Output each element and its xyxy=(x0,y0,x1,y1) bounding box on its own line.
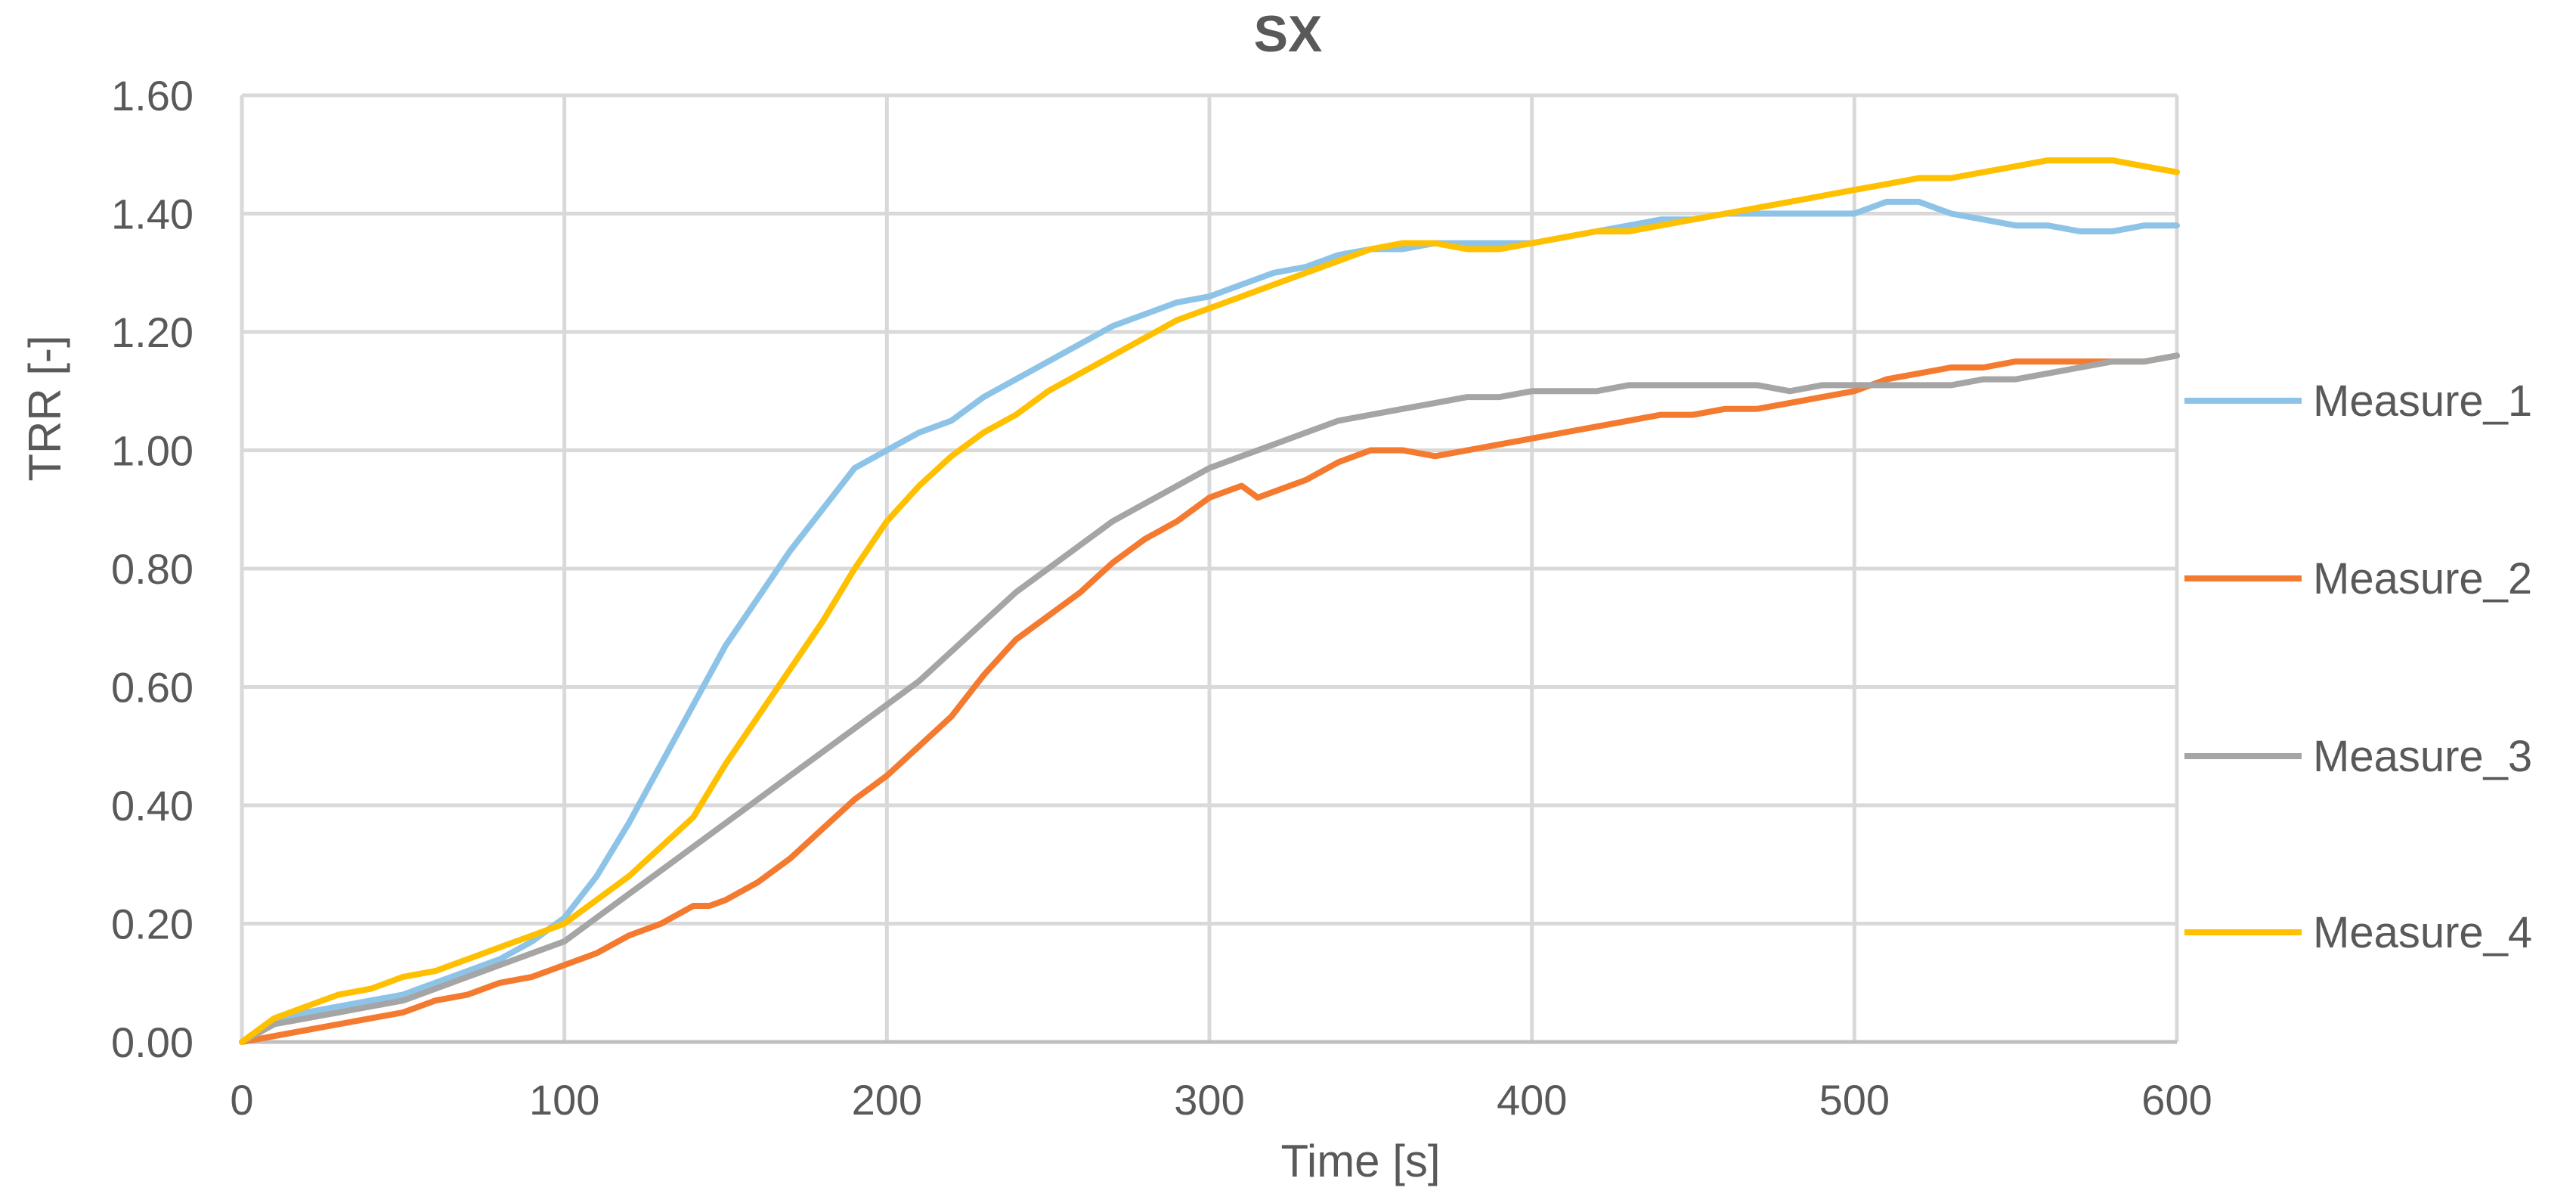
series-line-measure-4 xyxy=(239,157,2180,1045)
y-tick-label: 0.60 xyxy=(111,664,194,712)
x-tick-labels: 0 100 200 300 400 500 600 xyxy=(230,1076,2212,1124)
y-tick-label: 1.40 xyxy=(111,191,194,238)
legend-label: Measure_3 xyxy=(2313,732,2532,781)
y-tick-label: 1.20 xyxy=(111,309,194,356)
x-tick-label: 0 xyxy=(230,1076,253,1124)
series-line-measure-1 xyxy=(239,198,2180,1045)
series-lines xyxy=(239,157,2180,1045)
legend-label: Measure_4 xyxy=(2313,908,2532,957)
chart-title: SX xyxy=(1254,5,1323,63)
series-line-measure-3 xyxy=(239,352,2180,1045)
y-tick-label: 0.00 xyxy=(111,1019,194,1066)
x-tick-label: 500 xyxy=(1819,1076,1890,1124)
y-tick-label: 0.20 xyxy=(111,901,194,948)
y-tick-label: 1.00 xyxy=(111,427,194,475)
y-axis-title: TRR [-] xyxy=(20,335,70,481)
y-tick-label: 0.40 xyxy=(111,782,194,829)
y-tick-label: 0.80 xyxy=(111,545,194,593)
legend: Measure_1 Measure_2 Measure_3 Measure_4 xyxy=(2184,377,2532,957)
legend-label: Measure_1 xyxy=(2313,377,2532,426)
x-tick-label: 200 xyxy=(852,1076,922,1124)
y-tick-label: 1.60 xyxy=(111,72,194,119)
legend-label: Measure_2 xyxy=(2313,554,2532,603)
x-tick-label: 600 xyxy=(2141,1076,2212,1124)
series-line-measure-2 xyxy=(239,352,2180,1045)
x-tick-label: 400 xyxy=(1497,1076,1567,1124)
gridlines xyxy=(240,93,2179,1044)
x-axis-title: Time [s] xyxy=(1280,1136,1440,1186)
x-tick-label: 100 xyxy=(529,1076,599,1124)
y-tick-labels: 0.00 0.20 0.40 0.60 0.80 1.00 1.20 1.40 1.60 xyxy=(111,72,194,1066)
x-tick-label: 300 xyxy=(1174,1076,1244,1124)
